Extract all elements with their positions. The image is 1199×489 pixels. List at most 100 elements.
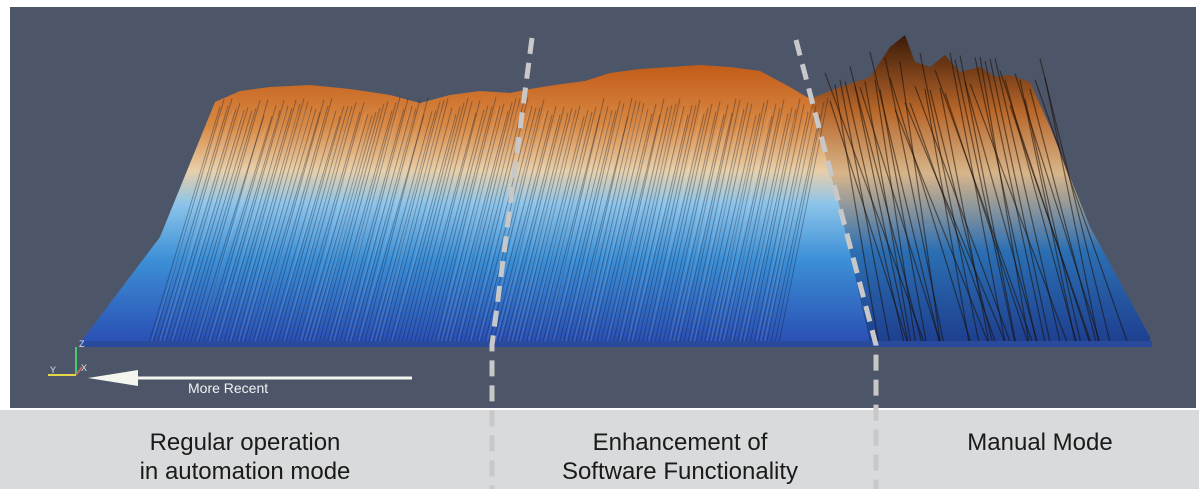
ridge-line bbox=[667, 101, 721, 342]
ridge-highlight bbox=[582, 110, 639, 342]
ridge-highlight bbox=[528, 126, 587, 342]
ridge-highlight bbox=[374, 120, 439, 342]
ridge-line bbox=[153, 99, 225, 342]
ridge-highlight bbox=[329, 120, 395, 342]
ridge-line bbox=[343, 98, 409, 342]
ridge-line bbox=[356, 99, 421, 342]
manual-spike bbox=[894, 109, 989, 342]
ridge-line bbox=[265, 97, 333, 342]
ridge-line bbox=[696, 102, 749, 342]
manual-spike bbox=[1004, 79, 1077, 342]
ridge-line bbox=[530, 109, 589, 342]
ridge-highlight bbox=[345, 108, 411, 342]
caption-regular-operation: Regular operation in automation mode bbox=[90, 428, 400, 486]
manual-spike bbox=[1029, 88, 1097, 342]
ridge-line bbox=[227, 99, 297, 342]
ridge-line bbox=[745, 109, 797, 342]
ridge-line bbox=[182, 110, 253, 342]
manual-spike bbox=[949, 52, 1006, 342]
ridge-line bbox=[198, 99, 269, 342]
ridge-line bbox=[575, 97, 633, 342]
ridge-highlight bbox=[378, 111, 443, 342]
ridge-line bbox=[186, 108, 257, 342]
ridge-highlight bbox=[648, 109, 703, 342]
ridge-highlight bbox=[706, 125, 759, 342]
ridge-line bbox=[298, 102, 365, 342]
manual-spike bbox=[899, 61, 941, 342]
caption-manual-mode: Manual Mode bbox=[900, 428, 1180, 457]
ridge-highlight bbox=[159, 115, 231, 342]
caption-band: Regular operation in automation mode Enh… bbox=[0, 410, 1199, 489]
ridge-line bbox=[729, 108, 781, 342]
manual-spike bbox=[1019, 79, 1076, 342]
surface-regular-enhancement bbox=[80, 65, 870, 343]
ridge-highlight bbox=[573, 126, 631, 342]
caption-regular-line2: in automation mode bbox=[139, 458, 351, 485]
ridge-line bbox=[331, 102, 397, 342]
caption-regular-line1: Regular operation bbox=[149, 429, 341, 456]
ridge-line bbox=[633, 114, 689, 342]
ridge-highlight bbox=[254, 122, 323, 342]
ridge-line bbox=[430, 106, 493, 342]
ridge-line bbox=[277, 105, 345, 342]
ridge-line bbox=[559, 110, 617, 342]
ridge-line bbox=[178, 106, 249, 342]
ridge-line bbox=[173, 110, 245, 342]
ridge-line bbox=[231, 103, 301, 342]
ridge-line bbox=[704, 115, 757, 342]
surface-plot bbox=[48, 35, 1152, 386]
ridge-line bbox=[252, 112, 321, 342]
ridge-line bbox=[410, 101, 473, 342]
surface-base bbox=[80, 341, 1152, 347]
ridge-highlight bbox=[283, 115, 351, 342]
ridge-line bbox=[273, 115, 341, 342]
manual-spike bbox=[919, 53, 980, 342]
ridge-line bbox=[169, 102, 241, 342]
ridge-line bbox=[609, 98, 665, 342]
ridge-line bbox=[687, 99, 741, 342]
ridge-line bbox=[244, 106, 313, 342]
ridge-highlight bbox=[669, 111, 723, 342]
ridge-highlight bbox=[731, 118, 783, 342]
ridge-highlight bbox=[739, 123, 791, 342]
ridge-line bbox=[646, 99, 701, 342]
ridge-line bbox=[700, 103, 753, 342]
manual-spike bbox=[889, 77, 971, 342]
ridge-line bbox=[683, 98, 737, 342]
ridge-line bbox=[654, 107, 709, 342]
ridge-highlight bbox=[586, 111, 643, 342]
ridge-line bbox=[372, 110, 437, 342]
ridge-line bbox=[679, 112, 733, 342]
manual-spike bbox=[1039, 58, 1111, 342]
ridge-line bbox=[335, 97, 401, 342]
ridge-line bbox=[546, 97, 605, 342]
manual-spike bbox=[984, 60, 1046, 342]
ridge-line bbox=[236, 98, 305, 342]
ridge-highlight bbox=[677, 114, 731, 342]
axis-y-label: Y bbox=[50, 365, 57, 375]
ridge-line bbox=[526, 116, 585, 342]
ridge-line bbox=[613, 106, 669, 342]
ridge-line bbox=[671, 114, 725, 342]
caption-enhancement: Enhancement of Software Functionality bbox=[510, 428, 850, 486]
ridge-line bbox=[339, 108, 405, 342]
more-recent-label: More Recent bbox=[188, 380, 269, 396]
manual-spike bbox=[989, 58, 1051, 342]
ridge-line bbox=[596, 113, 653, 342]
ridge-line bbox=[708, 112, 761, 342]
ridge-line bbox=[376, 101, 441, 342]
ridge-line bbox=[414, 112, 477, 342]
ridge-line bbox=[306, 115, 373, 342]
ridge-highlight bbox=[163, 108, 235, 342]
ridge-line bbox=[207, 105, 277, 342]
manual-spike bbox=[879, 89, 927, 342]
ridge-line bbox=[720, 116, 773, 342]
ridge-highlight bbox=[536, 121, 595, 342]
ridge-line bbox=[621, 103, 677, 342]
ridge-line bbox=[360, 114, 425, 342]
ridge-line bbox=[551, 106, 609, 342]
ridge-line bbox=[733, 99, 785, 342]
ridge-highlight bbox=[304, 124, 371, 342]
ridge-line bbox=[364, 97, 429, 342]
ridge-highlight bbox=[631, 116, 687, 342]
